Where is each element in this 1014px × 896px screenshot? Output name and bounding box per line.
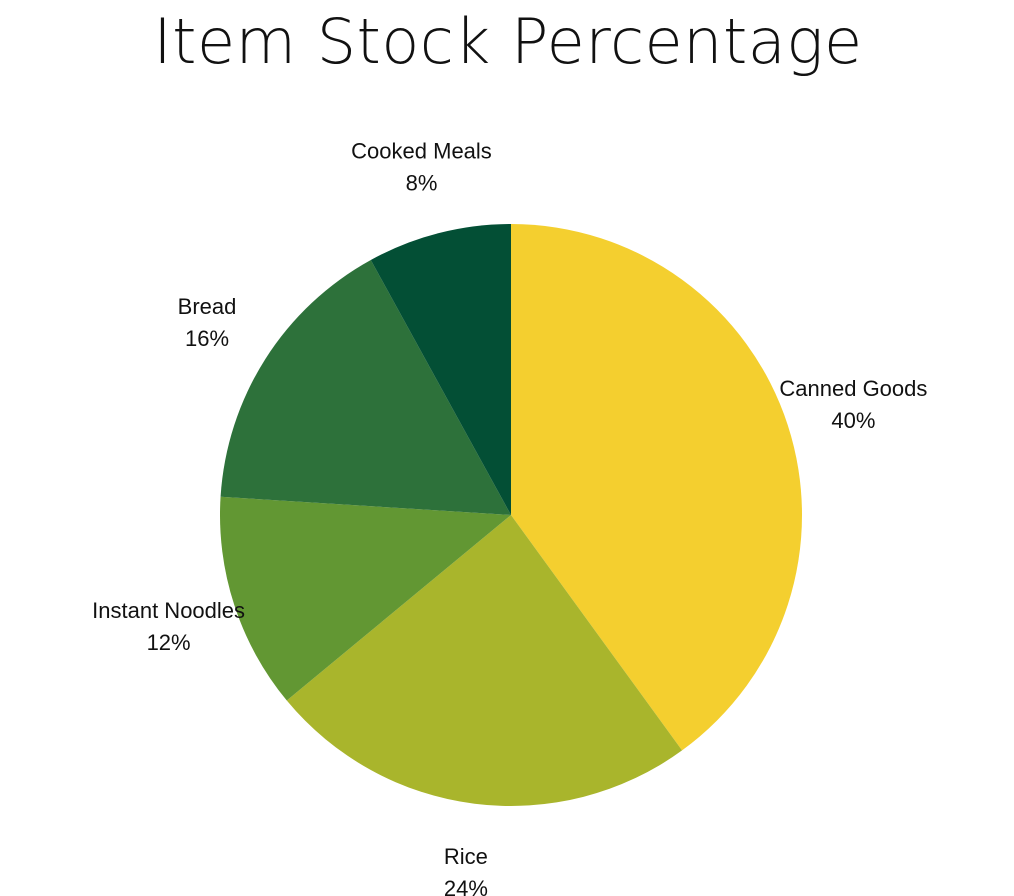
pie-slices bbox=[219, 223, 802, 806]
pie-labels: Canned Goods 40% Rice 24% Instant Noodles 12%… bbox=[92, 138, 927, 896]
slice-percent-canned-goods: 40% bbox=[831, 408, 875, 433]
slice-label-bread: Bread bbox=[178, 294, 237, 319]
chart-title: Item Stock Percentage bbox=[153, 5, 862, 78]
pie-slice-cooked-meals bbox=[370, 223, 511, 515]
pie-slice-bread bbox=[220, 259, 511, 515]
slice-label-cooked-meals: Cooked Meals bbox=[351, 138, 492, 163]
slice-label-rice: Rice bbox=[444, 844, 488, 869]
slice-percent-rice: 24% bbox=[444, 876, 488, 896]
pie-slice-canned-goods bbox=[511, 224, 802, 751]
slice-percent-instant-noodles: 12% bbox=[147, 630, 191, 655]
slice-label-instant-noodles: Instant Noodles bbox=[92, 598, 245, 623]
pie-slice-instant-noodles bbox=[219, 496, 512, 701]
slice-percent-bread: 16% bbox=[185, 326, 229, 351]
slice-percent-cooked-meals: 8% bbox=[406, 170, 438, 195]
pie-slice-rice bbox=[286, 515, 683, 806]
slice-label-canned-goods: Canned Goods bbox=[779, 376, 927, 401]
